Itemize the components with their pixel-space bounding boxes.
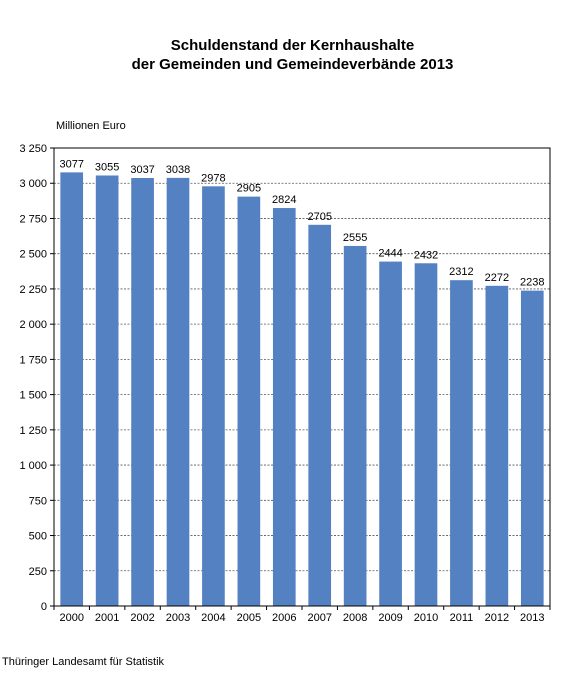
bar <box>131 178 154 607</box>
x-tick-label: 2012 <box>485 612 509 624</box>
bar-value-label: 3077 <box>59 158 83 170</box>
y-tick-label: 2 000 <box>19 319 47 331</box>
bar-value-label: 3037 <box>130 164 154 176</box>
chart-title-line-2: der Gemeinden und Gemeindeverbände 2013 <box>131 56 454 73</box>
bar-value-label: 2555 <box>343 232 367 244</box>
bar <box>450 280 473 606</box>
bar <box>485 285 509 606</box>
y-tick-label: 3 000 <box>19 178 47 190</box>
x-tick-label: 2006 <box>272 612 296 624</box>
bar-value-label: 2978 <box>201 172 225 184</box>
x-tick-label: 2004 <box>201 612 225 624</box>
bar <box>166 177 190 607</box>
bar-value-label: 2432 <box>414 249 438 261</box>
bar-value-label: 3055 <box>95 161 119 173</box>
bar <box>60 172 84 606</box>
x-axis-ticks: 2000 2001 2002 2003 2004 2005 2006 2007 2008 2009… <box>53 606 551 624</box>
bar-value-label: 2905 <box>237 183 261 195</box>
x-tick-label: 2000 <box>59 612 83 624</box>
x-tick-label: 2005 <box>237 612 261 624</box>
plot-frame <box>53 147 551 607</box>
bar-value-label: 2444 <box>378 248 402 260</box>
y-tick-label: 1 750 <box>19 354 47 366</box>
x-tick-label: 2002 <box>130 612 154 624</box>
source-note: Thüringer Landesamt für Statistik <box>2 656 165 668</box>
bar-value-label: 2272 <box>485 272 509 284</box>
y-tick-label: 1 500 <box>19 390 47 402</box>
x-tick-label: 2003 <box>166 612 190 624</box>
y-tick-label: 3 250 <box>19 143 47 155</box>
bar <box>343 245 367 607</box>
y-tick-label: 750 <box>29 495 47 507</box>
data-labels: 3077 3055 3037 3038 2978 2905 2824 2705 2555 2444… <box>59 158 544 288</box>
bar <box>95 175 119 607</box>
x-tick-label: 2009 <box>378 612 402 624</box>
y-axis-ticks: 0 250 500 750 1 000 1 250 1 500 1 750 2 000 2 250… <box>19 143 54 613</box>
bar <box>308 224 332 606</box>
bar <box>379 261 402 606</box>
gridlines <box>54 182 550 572</box>
x-tick-label: 2013 <box>520 612 544 624</box>
bar-value-label: 2238 <box>520 277 544 289</box>
bar <box>272 208 296 606</box>
bar <box>237 196 261 606</box>
chart-title-line-1: Schuldenstand der Kernhaushalte <box>170 37 415 54</box>
y-tick-label: 500 <box>29 531 47 543</box>
y-tick-label: 1 250 <box>19 425 47 437</box>
y-tick-label: 2 250 <box>19 284 47 296</box>
x-tick-label: 2011 <box>450 612 474 624</box>
bar-value-label: 2705 <box>307 211 331 223</box>
y-axis-unit-label: Millionen Euro <box>56 120 126 132</box>
bar <box>520 290 544 606</box>
y-tick-label: 2 500 <box>19 249 47 261</box>
x-tick-label: 2010 <box>414 612 438 624</box>
y-tick-label: 250 <box>29 566 47 578</box>
bar-value-label: 3038 <box>166 164 190 176</box>
x-tick-label: 2001 <box>95 612 119 624</box>
chart-title: Schuldenstand der Kernhaushalte der Geme… <box>0 36 585 74</box>
x-tick-label: 2007 <box>307 612 331 624</box>
bars <box>60 172 544 607</box>
y-tick-label: 1 000 <box>19 460 47 472</box>
x-tick-label: 2008 <box>343 612 367 624</box>
bar <box>202 186 225 607</box>
bar <box>414 263 438 606</box>
bar-value-label: 2312 <box>449 266 473 278</box>
y-tick-label: 2 750 <box>19 213 47 225</box>
y-tick-label: 0 <box>41 601 47 613</box>
bar-value-label: 2824 <box>272 194 296 206</box>
